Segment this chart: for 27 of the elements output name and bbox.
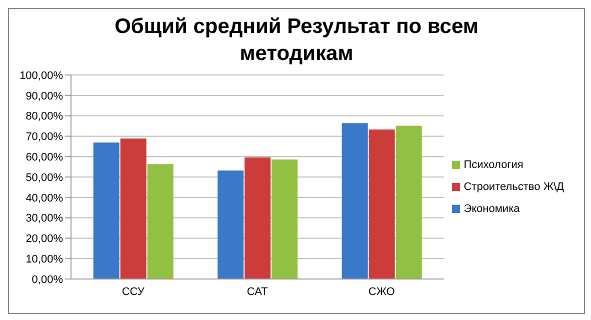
bar xyxy=(93,142,120,279)
chart-title: Общий средний Результат по всем методикам xyxy=(114,14,480,67)
bar xyxy=(244,157,271,279)
bar xyxy=(368,129,395,279)
bar xyxy=(120,138,146,279)
y-tick-label: 70,00% xyxy=(26,131,64,144)
bar xyxy=(396,126,422,279)
bar xyxy=(147,164,174,279)
y-tick-label: 40,00% xyxy=(26,192,64,204)
y-tick-label: 90,00% xyxy=(26,90,64,102)
y-tick-label: 30,00% xyxy=(26,212,64,225)
x-tick-label: САТ xyxy=(246,286,268,298)
y-tick-label: 50,00% xyxy=(26,172,64,184)
bar xyxy=(342,123,368,279)
y-tick-label: 0,00% xyxy=(32,274,64,286)
x-tick-label: ССУ xyxy=(122,286,146,298)
y-tick-label: 100,00% xyxy=(20,70,64,82)
legend-label: Экономика xyxy=(464,203,520,215)
x-tick-label: СЖО xyxy=(368,286,396,298)
y-tick-label: 10,00% xyxy=(26,254,64,266)
bar xyxy=(272,159,298,279)
legend-label: Психология xyxy=(464,159,524,171)
y-tick-label: 60,00% xyxy=(26,152,64,164)
y-tick-label: 80,00% xyxy=(26,110,64,123)
y-tick-label: 20,00% xyxy=(26,233,64,246)
legend-label: Строительство Ж\Д xyxy=(464,181,564,193)
bar xyxy=(218,170,244,279)
